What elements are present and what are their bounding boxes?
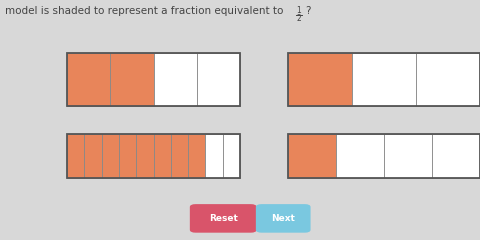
Bar [288, 134, 336, 178]
Bar [67, 53, 110, 106]
Bar [336, 134, 384, 178]
Bar [288, 53, 352, 106]
Bar [136, 134, 154, 178]
FancyBboxPatch shape [256, 204, 311, 233]
Bar [197, 53, 240, 106]
Bar [84, 134, 102, 178]
Bar [110, 53, 154, 106]
Bar [102, 134, 119, 178]
Text: 2: 2 [297, 14, 301, 24]
Bar [67, 134, 240, 178]
Bar [416, 53, 480, 106]
Bar [154, 53, 197, 106]
Bar [188, 134, 205, 178]
Bar [288, 53, 480, 106]
Bar [223, 134, 240, 178]
Bar [288, 134, 480, 178]
Bar [154, 134, 171, 178]
Bar [171, 134, 188, 178]
Text: Next: Next [271, 214, 295, 223]
Text: model is shaded to represent a fraction equivalent to: model is shaded to represent a fraction … [5, 6, 287, 16]
Bar [205, 134, 223, 178]
Text: ?: ? [305, 6, 311, 16]
Bar [432, 134, 480, 178]
Bar [67, 134, 84, 178]
Bar [119, 134, 136, 178]
Text: Reset: Reset [209, 214, 238, 223]
Bar [352, 53, 416, 106]
Bar [67, 53, 240, 106]
Text: 1: 1 [297, 6, 301, 15]
Bar [384, 134, 432, 178]
FancyBboxPatch shape [190, 204, 256, 233]
